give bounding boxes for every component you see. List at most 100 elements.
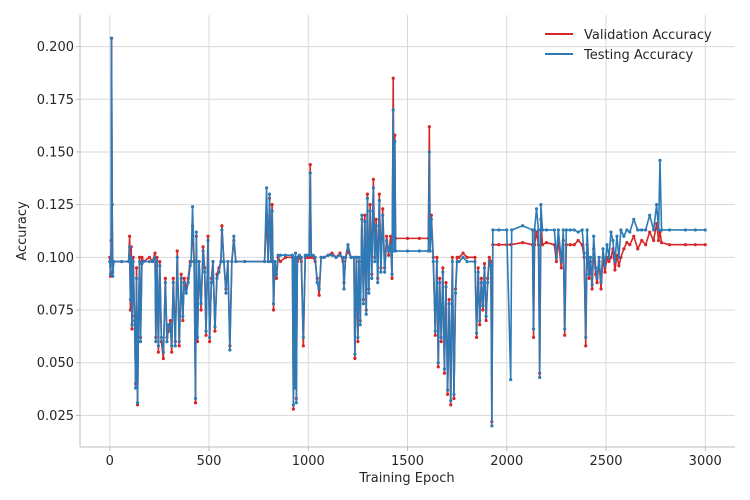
data-point-testing-accuracy bbox=[461, 255, 465, 259]
series bbox=[108, 36, 707, 428]
data-point-validation-accuracy bbox=[442, 371, 447, 375]
data-point-validation-accuracy bbox=[636, 247, 640, 251]
data-point-testing-accuracy bbox=[564, 228, 568, 232]
data-point-testing-accuracy bbox=[556, 228, 560, 232]
data-point-validation-accuracy bbox=[201, 245, 205, 249]
data-point-testing-accuracy bbox=[376, 281, 380, 285]
data-point-testing-accuracy bbox=[230, 259, 234, 264]
data-point-testing-accuracy bbox=[632, 217, 636, 222]
data-point-testing-accuracy bbox=[110, 203, 114, 207]
data-point-testing-accuracy bbox=[197, 259, 201, 264]
data-point-testing-accuracy bbox=[358, 323, 362, 327]
data-point-testing-accuracy bbox=[655, 203, 659, 207]
data-point-testing-accuracy bbox=[112, 259, 116, 264]
data-point-testing-accuracy bbox=[213, 325, 217, 329]
data-point-testing-accuracy bbox=[274, 272, 279, 276]
data-point-validation-accuracy bbox=[584, 344, 588, 348]
data-point-validation-accuracy bbox=[368, 203, 372, 207]
data-point-validation-accuracy bbox=[640, 238, 644, 243]
data-point-validation-accuracy bbox=[531, 335, 536, 340]
data-point-testing-accuracy bbox=[292, 255, 296, 259]
data-point-testing-accuracy bbox=[622, 234, 626, 238]
data-point-testing-accuracy bbox=[138, 340, 143, 344]
data-point-validation-accuracy bbox=[497, 243, 501, 247]
data-point-testing-accuracy bbox=[155, 259, 159, 264]
data-point-testing-accuracy bbox=[220, 228, 224, 232]
data-point-validation-accuracy bbox=[587, 276, 591, 281]
data-point-testing-accuracy bbox=[131, 259, 135, 264]
x-tick-label: 2500 bbox=[589, 454, 622, 469]
data-point-validation-accuracy bbox=[390, 276, 394, 281]
data-point-validation-accuracy bbox=[199, 308, 203, 312]
data-point-testing-accuracy bbox=[168, 323, 172, 327]
data-point-testing-accuracy bbox=[505, 228, 509, 232]
data-point-validation-accuracy bbox=[177, 344, 181, 348]
y-tick-label: 0.100 bbox=[37, 251, 74, 266]
grid bbox=[80, 15, 735, 447]
data-point-testing-accuracy bbox=[173, 344, 177, 348]
data-point-validation-accuracy bbox=[482, 262, 487, 266]
data-point-validation-accuracy bbox=[659, 240, 664, 245]
data-point-testing-accuracy bbox=[613, 259, 617, 264]
data-point-validation-accuracy bbox=[444, 281, 448, 285]
data-point-validation-accuracy bbox=[461, 251, 465, 255]
data-point-testing-accuracy bbox=[487, 259, 491, 264]
data-point-validation-accuracy bbox=[387, 253, 391, 257]
data-point-testing-accuracy bbox=[417, 249, 422, 253]
data-point-validation-accuracy bbox=[153, 251, 157, 255]
data-point-testing-accuracy bbox=[603, 264, 607, 268]
data-point-testing-accuracy bbox=[264, 186, 269, 190]
data-point-validation-accuracy bbox=[433, 333, 437, 337]
data-point-validation-accuracy bbox=[457, 255, 461, 259]
data-point-testing-accuracy bbox=[365, 196, 370, 200]
data-point-testing-accuracy bbox=[509, 377, 513, 382]
data-point-testing-accuracy bbox=[370, 276, 374, 281]
data-point-testing-accuracy bbox=[190, 205, 195, 209]
data-point-testing-accuracy bbox=[189, 259, 193, 264]
data-point-validation-accuracy bbox=[613, 268, 617, 272]
data-point-validation-accuracy bbox=[417, 236, 422, 240]
data-point-testing-accuracy bbox=[427, 150, 431, 154]
data-point-validation-accuracy bbox=[179, 272, 183, 276]
data-point-testing-accuracy bbox=[559, 259, 563, 264]
data-point-testing-accuracy bbox=[111, 274, 115, 278]
data-point-testing-accuracy bbox=[473, 259, 477, 264]
data-point-validation-accuracy bbox=[365, 192, 370, 196]
data-point-validation-accuracy bbox=[439, 340, 443, 344]
data-point-testing-accuracy bbox=[354, 255, 358, 259]
data-point-testing-accuracy bbox=[429, 217, 433, 222]
data-point-validation-accuracy bbox=[447, 297, 451, 302]
data-point-testing-accuracy bbox=[373, 259, 377, 264]
data-point-testing-accuracy bbox=[299, 255, 303, 259]
data-point-testing-accuracy bbox=[377, 198, 381, 203]
data-point-testing-accuracy bbox=[580, 228, 584, 232]
data-point-testing-accuracy bbox=[211, 259, 215, 264]
data-point-testing-accuracy bbox=[109, 36, 114, 40]
data-point-testing-accuracy bbox=[338, 253, 342, 257]
data-point-testing-accuracy bbox=[536, 228, 541, 232]
data-point-testing-accuracy bbox=[171, 281, 175, 285]
data-point-testing-accuracy bbox=[605, 243, 609, 247]
data-point-validation-accuracy bbox=[158, 259, 162, 264]
data-point-testing-accuracy bbox=[371, 186, 375, 190]
data-point-testing-accuracy bbox=[474, 331, 479, 335]
data-point-validation-accuracy bbox=[171, 276, 175, 281]
data-point-testing-accuracy bbox=[683, 228, 687, 232]
data-point-validation-accuracy bbox=[356, 340, 360, 344]
data-point-testing-accuracy bbox=[433, 329, 437, 333]
data-point-testing-accuracy bbox=[584, 335, 588, 340]
data-point-validation-accuracy bbox=[628, 243, 632, 247]
data-point-validation-accuracy bbox=[599, 287, 603, 291]
data-point-validation-accuracy bbox=[163, 276, 167, 281]
data-point-validation-accuracy bbox=[436, 365, 440, 369]
data-point-validation-accuracy bbox=[193, 401, 198, 405]
data-point-testing-accuracy bbox=[219, 259, 223, 264]
data-point-testing-accuracy bbox=[109, 255, 113, 259]
data-point-testing-accuracy bbox=[428, 249, 432, 253]
data-point-testing-accuracy bbox=[659, 228, 664, 232]
data-point-validation-accuracy bbox=[632, 234, 636, 238]
x-tick-label: 1000 bbox=[292, 454, 325, 469]
data-point-testing-accuracy bbox=[658, 158, 662, 162]
data-point-testing-accuracy bbox=[170, 344, 174, 348]
